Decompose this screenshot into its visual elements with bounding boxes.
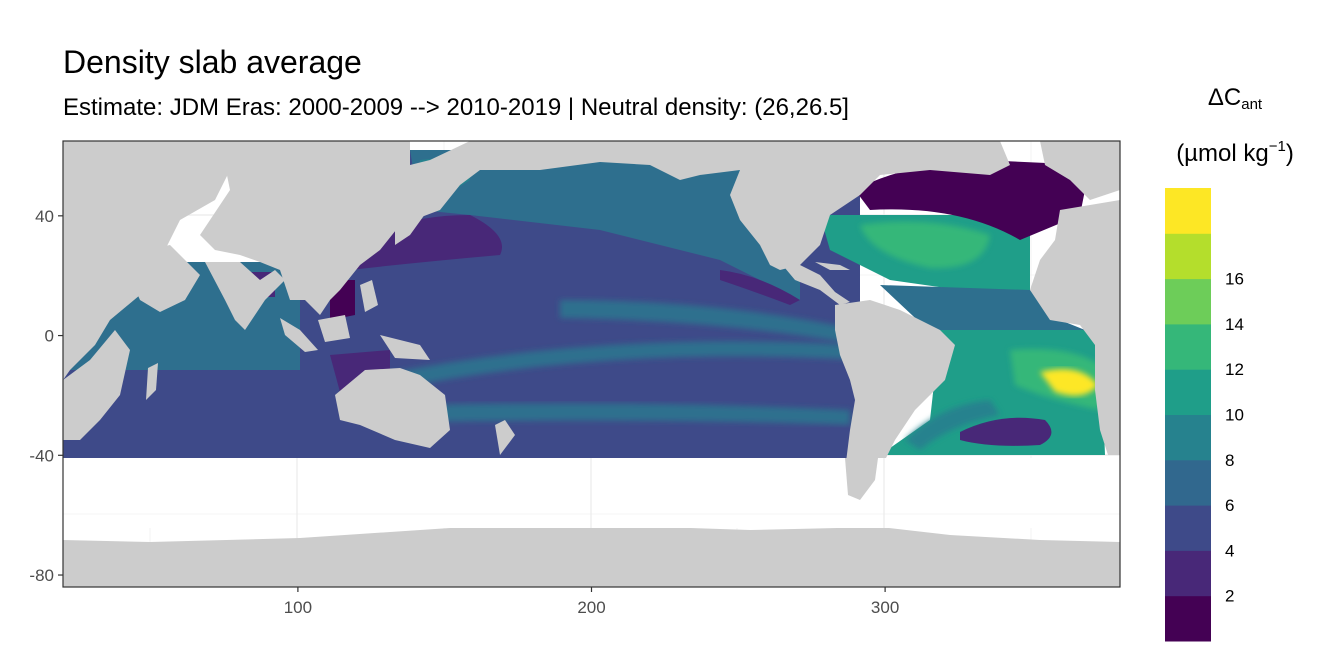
field-south-pacific-band	[420, 403, 850, 425]
legend-labels: 2 4 6 8 10 12 14 16	[1225, 270, 1244, 606]
x-tick-label: 300	[871, 598, 899, 617]
field-indonesia-low	[330, 350, 390, 392]
y-tick-label: 40	[35, 207, 54, 226]
field-south-atlantic-max	[1040, 368, 1098, 396]
legend-bin	[1165, 188, 1211, 234]
land-north-america	[700, 141, 1010, 270]
legend-title-subscript: ant	[1241, 96, 1263, 113]
y-axis: 40 0 -40 -80	[29, 207, 63, 585]
legend-bin	[1165, 369, 1211, 415]
field-subpolar-atlantic	[855, 160, 1090, 240]
legend-break-label: 12	[1225, 360, 1244, 379]
legend-unit-open: (µmol kg	[1176, 140, 1269, 167]
land-borneo	[318, 315, 350, 342]
ocean-field	[63, 150, 1105, 468]
legend-title-unit: (µmol kg−1)	[1160, 129, 1310, 172]
land-japan	[395, 200, 428, 245]
land-india	[205, 262, 285, 330]
land-new-zealand	[495, 420, 515, 455]
legend-break-label: 14	[1225, 315, 1244, 334]
field-north-atlantic-core	[860, 221, 990, 269]
y-tick-label: 0	[45, 327, 54, 346]
land-south-america-tip	[845, 458, 878, 500]
land-antarctica	[63, 525, 1120, 587]
land-australia	[335, 368, 450, 448]
legend-bin	[1165, 550, 1211, 597]
legend-title-variable: ΔCant	[1160, 80, 1310, 123]
land-cuba	[815, 262, 850, 270]
chart-title: Density slab average	[63, 44, 362, 80]
field-south-atlantic-min	[960, 417, 1052, 446]
land-central-america	[780, 262, 850, 305]
legend-colorbar	[1165, 188, 1211, 642]
land-sumatra	[280, 318, 318, 352]
land-south-america	[835, 300, 955, 500]
land-new-guinea	[380, 335, 430, 360]
land-africa-south	[63, 330, 130, 440]
field-pacific-equatorial-band	[380, 341, 860, 392]
legend-title: ΔCant (µmol kg−1)	[1160, 80, 1310, 172]
field-pacific-east-band	[560, 300, 860, 345]
land-philippines	[360, 280, 378, 312]
land-arabia	[120, 245, 200, 312]
legend-break-label: 10	[1225, 406, 1244, 425]
field-gulf-alaska-low	[720, 270, 800, 305]
chart-subtitle: Estimate: JDM Eras: 2000-2009 --> 2010-2…	[63, 94, 849, 121]
legend-bin	[1165, 595, 1211, 642]
land-madagascar	[146, 363, 158, 400]
y-tick-label: -80	[29, 566, 54, 585]
legend-break-label: 2	[1225, 587, 1234, 606]
land-greenland	[1040, 141, 1120, 200]
x-tick-label: 200	[577, 598, 605, 617]
legend-bin	[1165, 278, 1211, 325]
legend-break-label: 16	[1225, 270, 1244, 289]
land-europe-right	[1030, 200, 1120, 455]
legend-unit-close: )	[1285, 140, 1294, 167]
legend-bin	[1165, 323, 1211, 370]
legend-break-label: 4	[1225, 541, 1234, 560]
legend-unit-superscript: −1	[1268, 138, 1286, 155]
legend-bin	[1165, 459, 1211, 506]
legend-title-main: ΔC	[1207, 84, 1242, 111]
legend-bin	[1165, 414, 1211, 461]
land-eurasia	[200, 141, 730, 315]
y-tick-label: -40	[29, 446, 54, 465]
legend-bin	[1165, 505, 1211, 551]
x-axis: 100 200 300	[284, 587, 899, 617]
field-north-pacific-subpolar	[410, 150, 800, 300]
legend-bin	[1165, 233, 1211, 280]
land	[63, 141, 1120, 587]
x-tick-label: 100	[284, 598, 312, 617]
field-south-atlantic-west	[905, 400, 1000, 450]
legend-break-label: 6	[1225, 496, 1234, 515]
legend-break-label: 8	[1225, 451, 1234, 470]
map-panel	[63, 141, 1120, 587]
